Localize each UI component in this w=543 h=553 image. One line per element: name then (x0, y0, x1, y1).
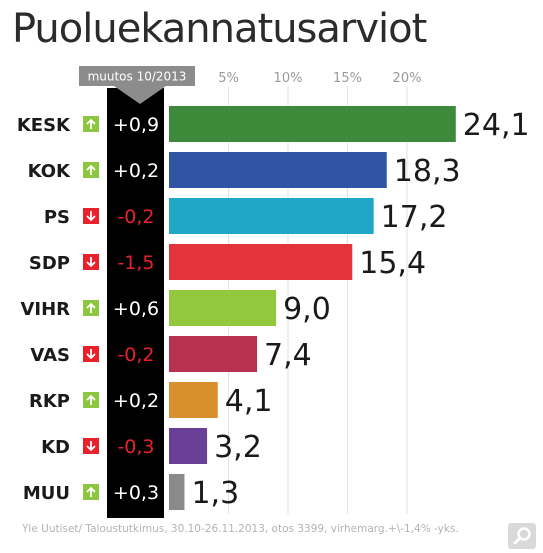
category-label: VAS (30, 345, 70, 366)
arrow-up-icon (83, 392, 99, 408)
arrow-up-icon (83, 162, 99, 178)
bar-kok (169, 152, 387, 188)
change-header-box (79, 66, 195, 86)
change-label: +0,3 (113, 482, 159, 504)
category-label: RKP (29, 391, 70, 412)
category-label: SDP (29, 253, 70, 274)
bar-kd (169, 428, 208, 464)
bar-vihr (169, 290, 277, 326)
bar-muu (169, 474, 185, 510)
arrow-up-icon (83, 116, 99, 132)
bar-vas (169, 336, 258, 372)
value-label: 1,3 (191, 476, 239, 511)
change-label: +0,2 (113, 390, 159, 412)
value-label: 17,2 (381, 200, 448, 235)
arrow-down-icon (83, 438, 99, 454)
bar-sdp (169, 244, 353, 280)
category-label: KD (41, 437, 70, 458)
category-label: KESK (17, 115, 71, 136)
change-column (107, 88, 164, 518)
chart-title: Puoluekannatusarviot (12, 6, 427, 52)
bar-chart: 5% 10% 15% 20% muutos 10/2013 24,1 KESK +0,9 1… (17, 66, 530, 518)
change-label: -0,2 (117, 206, 154, 228)
change-label: -0,2 (117, 344, 154, 366)
value-label: 3,2 (214, 430, 262, 465)
category-label: VIHR (20, 299, 70, 320)
change-label: -1,5 (117, 252, 154, 274)
x-tick-label: 20% (393, 71, 422, 86)
value-label: 4,1 (225, 384, 273, 419)
source-footnote: Yle Uutiset/ Taloustutkimus, 30.10-26.11… (22, 523, 459, 535)
change-label: +0,2 (113, 160, 159, 182)
change-label: +0,6 (113, 298, 159, 320)
bar-kesk (169, 106, 456, 142)
zoom-button[interactable] (508, 523, 536, 549)
change-label: +0,9 (113, 114, 159, 136)
arrow-down-icon (83, 208, 99, 224)
arrow-up-icon (83, 484, 99, 500)
bar-ps (169, 198, 374, 234)
category-label: KOK (28, 161, 71, 182)
change-label: -0,3 (117, 436, 154, 458)
category-label: PS (44, 207, 70, 228)
bar-rkp (169, 382, 218, 418)
category-label: MUU (23, 483, 70, 504)
x-tick-label: 15% (333, 71, 362, 86)
arrow-up-icon (83, 300, 99, 316)
arrow-down-icon (83, 346, 99, 362)
magnifier-icon (513, 527, 531, 545)
change-header-pointer (114, 86, 166, 104)
x-tick-label: 5% (218, 71, 239, 86)
x-tick-label: 10% (274, 71, 303, 86)
value-label: 9,0 (283, 292, 331, 327)
value-label: 18,3 (394, 154, 461, 189)
change-header-label: muutos 10/2013 (88, 70, 187, 84)
value-label: 15,4 (359, 246, 426, 281)
arrow-down-icon (83, 254, 99, 270)
value-label: 24,1 (463, 108, 530, 143)
value-label: 7,4 (264, 338, 312, 373)
